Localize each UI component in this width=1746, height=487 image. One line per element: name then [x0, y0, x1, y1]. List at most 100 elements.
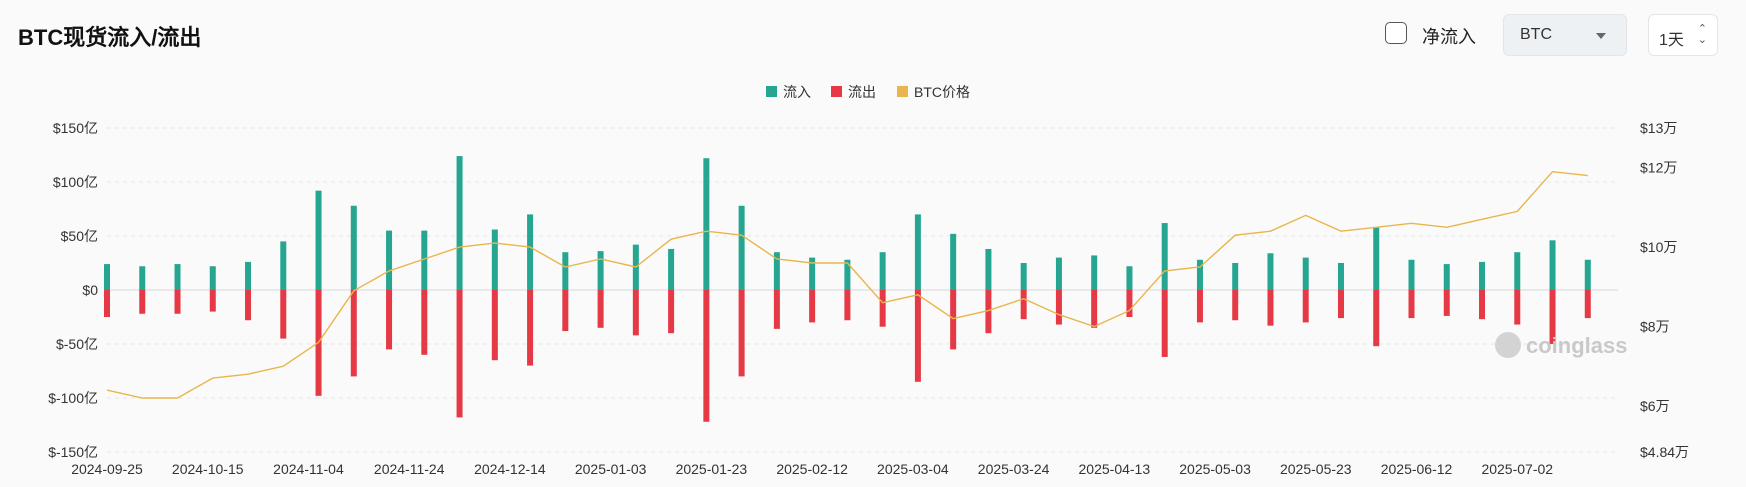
- y-left-tick-label: $-100亿: [48, 390, 98, 406]
- outflow-bar: [1020, 290, 1027, 320]
- inflow-bar: [174, 264, 181, 290]
- outflow-bar: [950, 290, 957, 350]
- inflow-bar: [1549, 240, 1556, 290]
- x-tick-label: 2025-03-04: [877, 461, 949, 477]
- outflow-bar: [1161, 290, 1168, 357]
- inflow-bar: [1020, 263, 1027, 290]
- interval-select[interactable]: 1天 ⌃ ⌄: [1648, 14, 1718, 56]
- inflow-bar: [1126, 266, 1133, 290]
- inflow-bar: [914, 214, 921, 290]
- y-left-tick-label: $150亿: [53, 120, 98, 136]
- outflow-bar: [527, 290, 534, 366]
- inflow-bar: [632, 244, 639, 290]
- chevron-down-icon: [1596, 33, 1606, 39]
- coin-select-value: BTC: [1520, 26, 1552, 43]
- inflow-bar: [1196, 259, 1203, 290]
- outflow-bar: [809, 290, 816, 323]
- inflow-bar: [421, 230, 428, 290]
- inflow-bar: [245, 261, 252, 290]
- interval-select-value: 1天: [1659, 32, 1684, 49]
- outflow-bar: [562, 290, 569, 332]
- coin-select[interactable]: BTC: [1503, 14, 1627, 56]
- y-left-tick-label: $-50亿: [56, 336, 98, 352]
- up-down-icon: ⌃ ⌄: [1697, 23, 1707, 46]
- x-tick-label: 2025-01-03: [575, 461, 647, 477]
- outflow-bar: [668, 290, 675, 334]
- inflow-bar: [562, 252, 569, 290]
- coinglass-logo-icon: [1495, 332, 1521, 358]
- x-tick-label: 2024-11-24: [374, 461, 445, 477]
- outflow-bar: [1126, 290, 1133, 317]
- outflow-bar: [350, 290, 357, 377]
- inflow-bar: [1091, 255, 1098, 290]
- legend-label: BTC价格: [914, 84, 970, 100]
- outflow-bar: [174, 290, 181, 314]
- outflow-bar: [985, 290, 992, 334]
- inflow-bar: [773, 252, 780, 290]
- inflow-bar: [738, 205, 745, 290]
- x-tick-label: 2025-02-12: [776, 461, 848, 477]
- outflow-bar: [1091, 290, 1098, 328]
- inflow-bar: [809, 257, 816, 290]
- outflow-bar: [703, 290, 710, 422]
- outflow-bar: [1514, 290, 1521, 325]
- inflow-bar: [139, 266, 146, 290]
- x-tick-label: 2025-05-23: [1280, 461, 1352, 477]
- outflow-bar: [456, 290, 463, 418]
- legend-swatch: [766, 86, 777, 97]
- inflow-bar: [280, 241, 287, 290]
- y-left-tick-label: $-150亿: [48, 444, 98, 460]
- outflow-bar: [491, 290, 498, 361]
- inflow-bar: [1055, 257, 1062, 290]
- inflow-bar: [1479, 261, 1486, 290]
- net-flow-checkbox[interactable]: [1385, 22, 1407, 44]
- outflow-bar: [315, 290, 322, 396]
- outflow-bar: [773, 290, 780, 329]
- inflow-bar: [597, 251, 604, 290]
- inflow-bar: [1337, 263, 1344, 290]
- x-tick-label: 2025-04-13: [1079, 461, 1151, 477]
- outflow-bar: [879, 290, 886, 327]
- inflow-bar: [879, 252, 886, 290]
- x-tick-label: 2024-10-15: [172, 461, 244, 477]
- outflow-bar: [1584, 290, 1591, 319]
- outflow-bar: [1408, 290, 1415, 319]
- x-tick-label: 2025-06-12: [1381, 461, 1453, 477]
- legend-swatch: [831, 86, 842, 97]
- net-flow-label[interactable]: 净流入: [1422, 27, 1476, 47]
- outflow-bar: [1443, 290, 1450, 316]
- y-right-tick-label: $4.84万: [1640, 444, 1689, 460]
- y-left-tick-label: $100亿: [53, 174, 98, 190]
- outflow-bar: [1196, 290, 1203, 323]
- outflow-bar: [738, 290, 745, 377]
- outflow-bar: [139, 290, 146, 314]
- legend-swatch: [897, 86, 908, 97]
- inflow-bar: [209, 266, 216, 290]
- inflow-bar: [386, 230, 393, 290]
- inflow-bar: [527, 214, 534, 290]
- inflow-bar: [1373, 227, 1380, 290]
- outflow-bar: [1267, 290, 1274, 326]
- outflow-bar: [421, 290, 428, 355]
- y-left-tick-label: $0: [82, 282, 98, 298]
- outflow-bar: [104, 290, 110, 317]
- x-tick-label: 2024-09-25: [71, 461, 143, 477]
- y-right-tick-label: $13万: [1640, 120, 1677, 136]
- outflow-bar: [1549, 290, 1556, 344]
- outflow-bar: [1055, 290, 1062, 325]
- outflow-bar: [386, 290, 393, 350]
- inflow-bar: [491, 229, 498, 290]
- inflow-bar: [1161, 223, 1168, 290]
- y-right-tick-label: $6万: [1640, 398, 1670, 414]
- inflow-bar: [1267, 253, 1274, 290]
- x-tick-label: 2025-05-03: [1179, 461, 1251, 477]
- outflow-bar: [632, 290, 639, 336]
- y-right-tick-label: $10万: [1640, 239, 1677, 255]
- outflow-bar: [1337, 290, 1344, 319]
- inflow-bar: [350, 205, 357, 290]
- inflow-bar: [950, 233, 957, 290]
- outflow-bar: [1302, 290, 1309, 323]
- x-tick-label: 2025-07-02: [1481, 461, 1553, 477]
- inflow-bar: [985, 248, 992, 290]
